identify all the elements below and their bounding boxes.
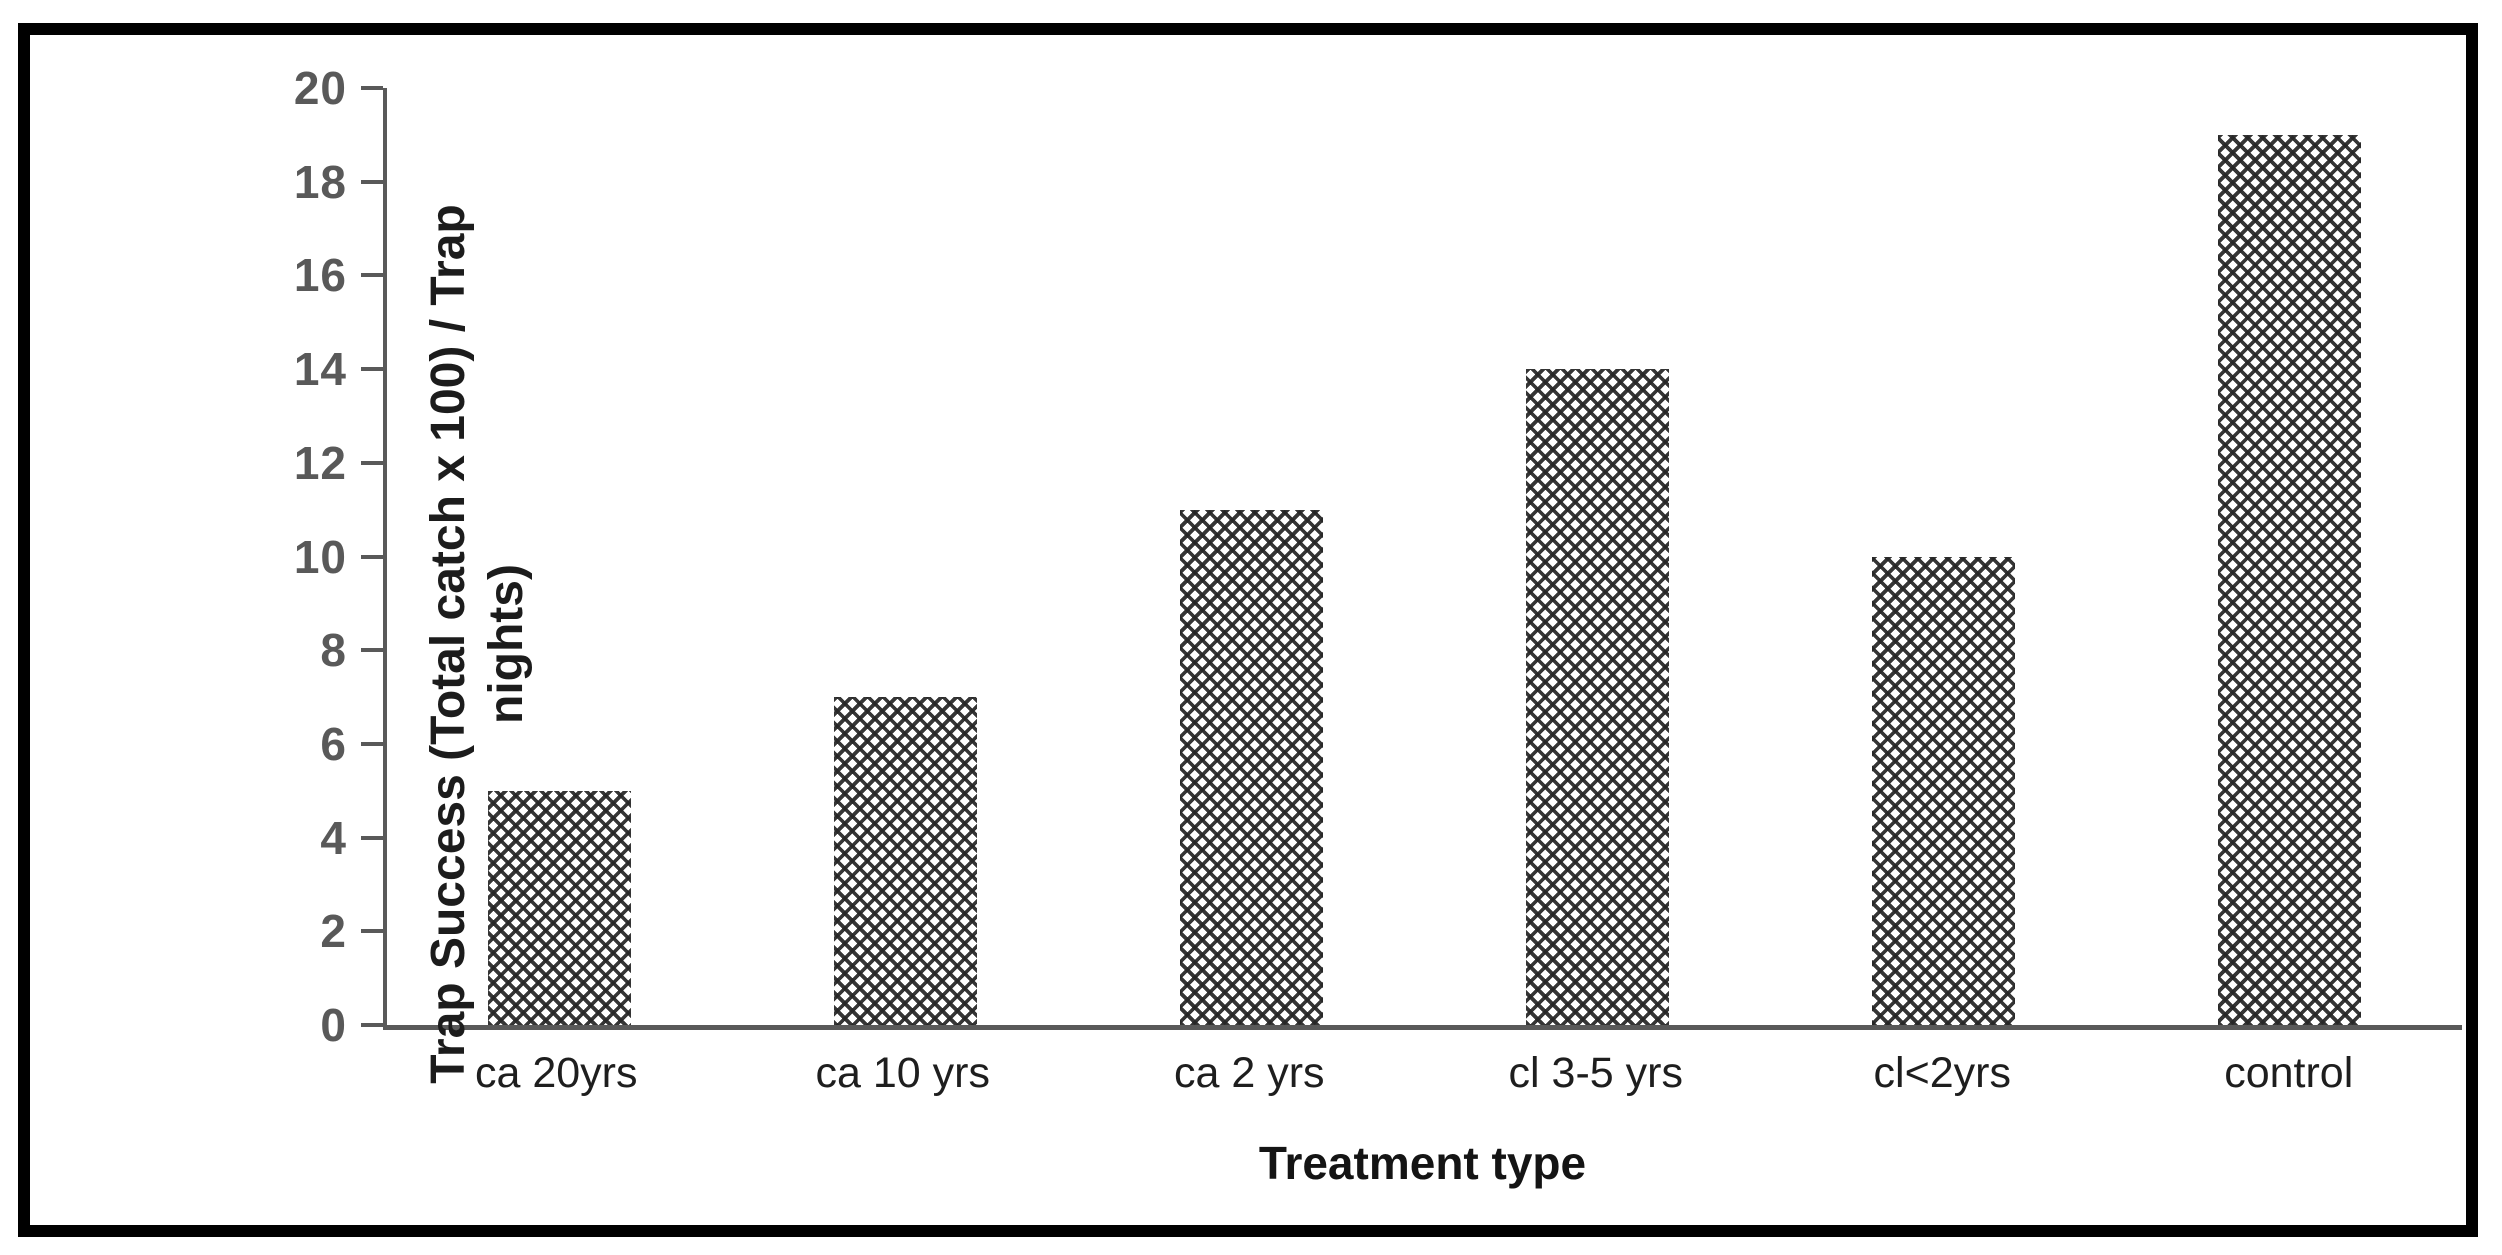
x-axis-category-label: cl<2yrs [1873, 1049, 2011, 1097]
y-tick-label: 16 [293, 249, 347, 302]
bar-3 [1180, 509, 1324, 1025]
y-tick-label: 2 [320, 905, 347, 958]
y-tick-mark [361, 179, 383, 184]
y-tick-label: 14 [293, 343, 347, 396]
y-axis-title-line-2: nights) [480, 564, 533, 724]
y-tick-mark [361, 460, 383, 465]
y-tick-label: 12 [293, 436, 347, 489]
bar-slot [1424, 88, 1770, 1025]
bar-6 [2217, 134, 2361, 1025]
y-tick-mark [361, 929, 383, 934]
bars-container [387, 88, 2462, 1025]
y-tick-mark [361, 367, 383, 372]
y-tick-mark [361, 741, 383, 746]
x-axis-category-label: cl 3-5 yrs [1508, 1049, 1683, 1097]
bar-2 [834, 697, 978, 1025]
y-tick-label: 0 [320, 999, 347, 1051]
y-tick-label: 20 [293, 62, 347, 114]
y-tick-mark [361, 835, 383, 840]
bar-5 [1871, 556, 2015, 1025]
bar-1 [488, 790, 632, 1025]
x-axis-title: Treatment type [1258, 1137, 1587, 1189]
bar-4 [1525, 369, 1669, 1025]
y-axis-title-line-1: Trap Success (Total catch x 100) / Trap [422, 204, 475, 1084]
x-axis-category-labels: ca 20yrs ca 10 yrs ca 2 yrs cl 3-5 yrs cl<2y… [383, 1052, 2462, 1095]
y-tick-label: 18 [293, 155, 347, 208]
x-axis-category-label: ca 20yrs [474, 1049, 638, 1097]
y-axis-title: Trap Success (Total catch x 100) / Trap … [420, 94, 544, 1194]
y-tick-label: 8 [320, 624, 347, 677]
y-tick-label: 10 [293, 530, 347, 583]
y-tick-mark [361, 554, 383, 559]
y-tick-label: 6 [320, 717, 347, 770]
y-tick-mark [361, 86, 383, 90]
y-tick-label: 4 [320, 811, 347, 864]
y-tick-mark [361, 648, 383, 653]
bar-slot [1079, 88, 1425, 1025]
x-axis-category-label: control [2224, 1049, 2354, 1097]
y-tick-mark [361, 273, 383, 278]
bar-slot [387, 88, 733, 1025]
bar-slot [733, 88, 1079, 1025]
y-axis: 0 2 4 6 8 10 12 14 16 18 20 [294, 65, 2462, 1048]
y-tick-mark [361, 1023, 383, 1027]
x-axis-category-label: ca 2 yrs [1173, 1049, 1325, 1097]
plot-area: 0 2 4 6 8 10 12 14 16 18 20 Trap Success (Total ca… [294, 65, 2462, 1084]
x-axis-category-label: ca 10 yrs [815, 1049, 990, 1097]
bar-slot [2116, 88, 2462, 1025]
bar-slot [1770, 88, 2116, 1025]
